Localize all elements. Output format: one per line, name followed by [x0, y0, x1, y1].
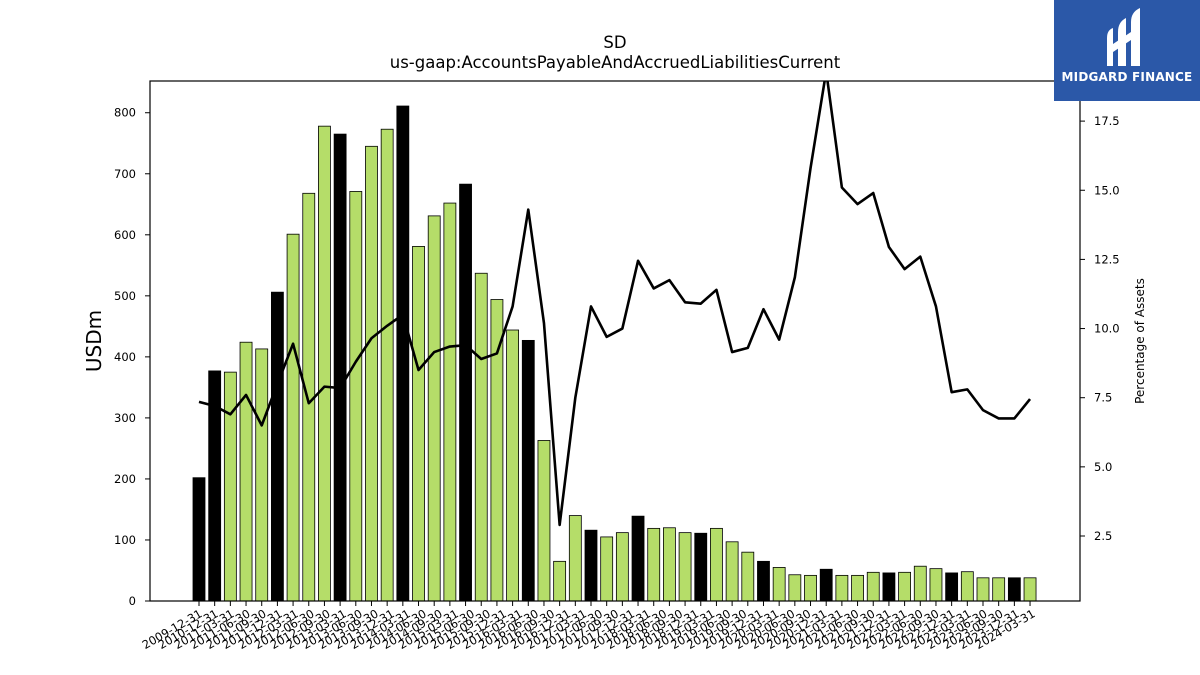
bar [1007, 577, 1021, 602]
bar [600, 536, 614, 602]
bar [835, 574, 849, 602]
line-series [198, 81, 1032, 527]
bar [976, 577, 990, 602]
y2-tick-label: 7.5 [1094, 391, 1112, 405]
bar [584, 529, 598, 602]
plot-frame [149, 80, 1081, 602]
bar [568, 515, 582, 602]
bar [396, 105, 410, 602]
bar [882, 572, 896, 602]
bar [710, 527, 723, 602]
bar [757, 560, 770, 602]
bar [804, 574, 817, 602]
bar [223, 371, 237, 602]
y2-tick-label: 10.0 [1094, 322, 1120, 336]
y2-tick-label: 17.5 [1094, 114, 1120, 128]
bar [521, 339, 535, 602]
bar [318, 125, 331, 602]
y2-tick-label: 5.0 [1094, 460, 1112, 474]
bar [286, 233, 300, 602]
y2-tick-label: 2.5 [1094, 529, 1112, 543]
midgard-logo: MIDGARD FINANCE [1054, 0, 1200, 101]
y-tick-label: 600 [114, 228, 136, 242]
y-tick-label: 800 [114, 106, 136, 120]
bar [506, 329, 520, 602]
bar [255, 348, 269, 602]
bar [443, 202, 457, 602]
bar [678, 532, 692, 602]
bar [694, 532, 708, 602]
right-axis: 2.5 5.0 7.5 10.0 12.5 15.0 17.5 [1080, 114, 1120, 543]
x-axis: 2009-12-312010-12-312011-03-312011-06-30… [140, 601, 1038, 652]
y-tick-label: 500 [114, 289, 136, 303]
bar [866, 571, 880, 602]
bar [270, 291, 284, 602]
bar [647, 527, 661, 602]
bar [631, 515, 645, 602]
bar [929, 568, 943, 602]
chart-subtitle: us-gaap:AccountsPayableAndAccruedLiabili… [390, 53, 841, 72]
bar [725, 541, 739, 602]
bar [427, 215, 441, 602]
bar [333, 133, 347, 602]
bar [772, 567, 786, 602]
y2-tick-label: 15.0 [1094, 183, 1120, 197]
percentage-line [198, 81, 1032, 527]
bar [819, 568, 833, 602]
bar [239, 341, 253, 602]
bar [553, 560, 567, 602]
logo-text: MIDGARD FINANCE [1061, 70, 1193, 84]
bar [992, 577, 1006, 602]
bar [913, 565, 927, 602]
y2-axis-label: Percentage of Assets [1133, 278, 1147, 404]
y-tick-label: 700 [114, 167, 136, 181]
bar [349, 191, 363, 602]
bar [741, 551, 755, 602]
left-axis: 0 100 200 300 400 500 600 700 800 [114, 106, 150, 608]
bar [474, 272, 488, 602]
y-tick-label: 0 [129, 594, 136, 608]
bar [365, 145, 378, 602]
bar [192, 477, 206, 602]
bar [960, 571, 974, 602]
chart-title: SD [603, 33, 626, 52]
bar [788, 574, 802, 602]
bar [945, 572, 959, 602]
bar [412, 245, 425, 602]
bar [663, 527, 676, 602]
bar [459, 183, 472, 602]
y-tick-label: 400 [114, 350, 136, 364]
y-tick-label: 300 [114, 411, 136, 425]
bar [851, 574, 864, 602]
bar [380, 128, 394, 602]
midgard-logo-icon [1107, 8, 1140, 66]
bar [1023, 577, 1037, 602]
bar [615, 532, 629, 602]
bar [537, 440, 551, 602]
y2-tick-label: 12.5 [1094, 252, 1120, 266]
y-tick-label: 100 [114, 533, 136, 547]
y-tick-label: 200 [114, 472, 136, 486]
y-axis-label: USDm [82, 310, 106, 372]
bar [898, 571, 911, 602]
bar-series [192, 105, 1037, 602]
